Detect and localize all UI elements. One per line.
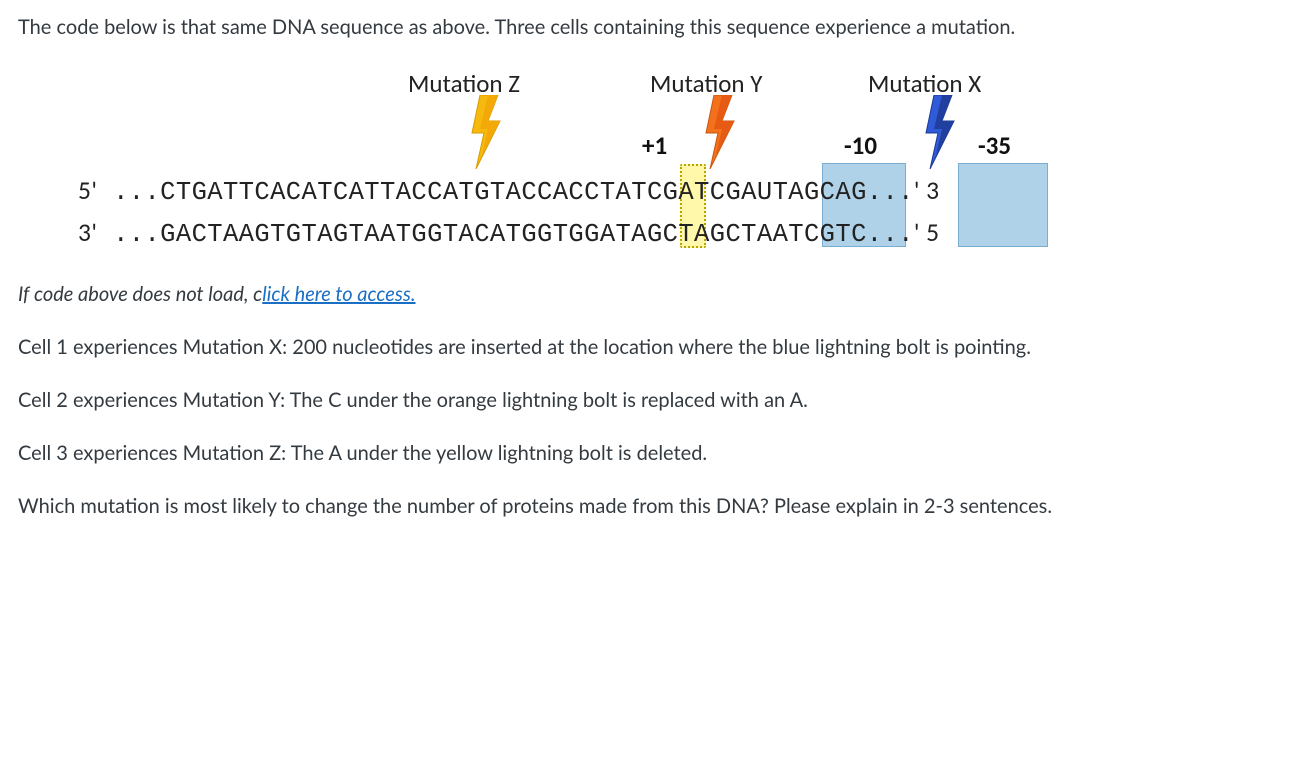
- intro-text: The code below is that same DNA sequence…: [18, 12, 1273, 43]
- cell1-text: Cell 1 experiences Mutation X: 200 nucle…: [18, 332, 1273, 363]
- fallback-link[interactable]: lick here to access.: [262, 282, 415, 306]
- five-prime-label: 5': [78, 175, 97, 206]
- pos-minus35: -35: [978, 127, 1011, 166]
- fallback-prefix: If code above does not load, c: [18, 282, 262, 306]
- pos-minus10: -10: [844, 127, 877, 166]
- dna-bottom-seq: ...GACTAAGTGTAGTAATGGTACATGGTGGATAGCTAGC…: [113, 220, 914, 249]
- dna-top-seq: ...CTGATTCACATCATTACCATGTACCACCTATCGATCG…: [113, 178, 914, 207]
- dna-strand-bottom: 3' ...GACTAAGTGTAGTAATGGTACATGGTGGATAGCT…: [78, 213, 939, 255]
- five-prime-label: ' 5: [914, 217, 940, 248]
- pos-plus1: +1: [642, 127, 667, 166]
- question-text: Which mutation is most likely to change …: [18, 491, 1273, 522]
- cell3-text: Cell 3 experiences Mutation Z: The A und…: [18, 438, 1273, 469]
- three-prime-label: ' 3: [914, 175, 940, 206]
- dna-strand-top: 5' ...CTGATTCACATCATTACCATGTACCACCTATCGA…: [78, 171, 939, 213]
- lightning-bolt-icon: [470, 95, 506, 169]
- lightning-bolt-icon: [704, 95, 740, 169]
- cell2-text: Cell 2 experiences Mutation Y: The C und…: [18, 385, 1273, 416]
- lightning-bolt-icon: [924, 95, 960, 169]
- minus35-box: [958, 163, 1048, 247]
- three-prime-label: 3': [78, 217, 97, 248]
- fallback-line: If code above does not load, click here …: [18, 279, 1273, 310]
- dna-figure: Mutation Z Mutation Y Mutation X +1 -10 …: [78, 65, 1148, 265]
